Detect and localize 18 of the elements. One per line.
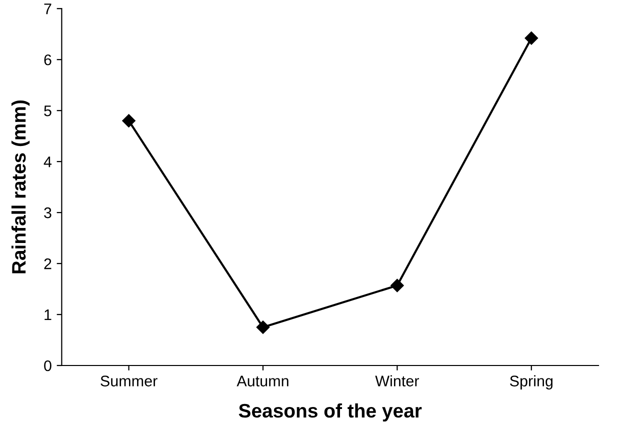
x-tick-label: Spring (510, 375, 552, 390)
y-axis-title: Rainfall rates (mm) (11, 100, 30, 274)
x-axis-title: Seasons of the year (238, 403, 422, 422)
x-tick-label: Autumn (236, 376, 288, 386)
point (390, 278, 404, 292)
y-tick-label: 4 (44, 156, 52, 168)
x-tick-label: Summer (100, 376, 158, 386)
point (524, 32, 538, 45)
y-tick-label: 0 (44, 360, 52, 372)
y-tick-label: 7 (44, 4, 52, 14)
y-tick-label: 2 (44, 258, 52, 270)
point (256, 320, 270, 334)
y-tick-label: 1 (44, 310, 52, 320)
y-tick-label: 3 (44, 207, 52, 218)
y-tick-label: 5 (44, 106, 52, 116)
y-tick-label: 6 (44, 54, 52, 66)
x-tick-label: Winter (375, 375, 420, 386)
point (122, 114, 136, 128)
